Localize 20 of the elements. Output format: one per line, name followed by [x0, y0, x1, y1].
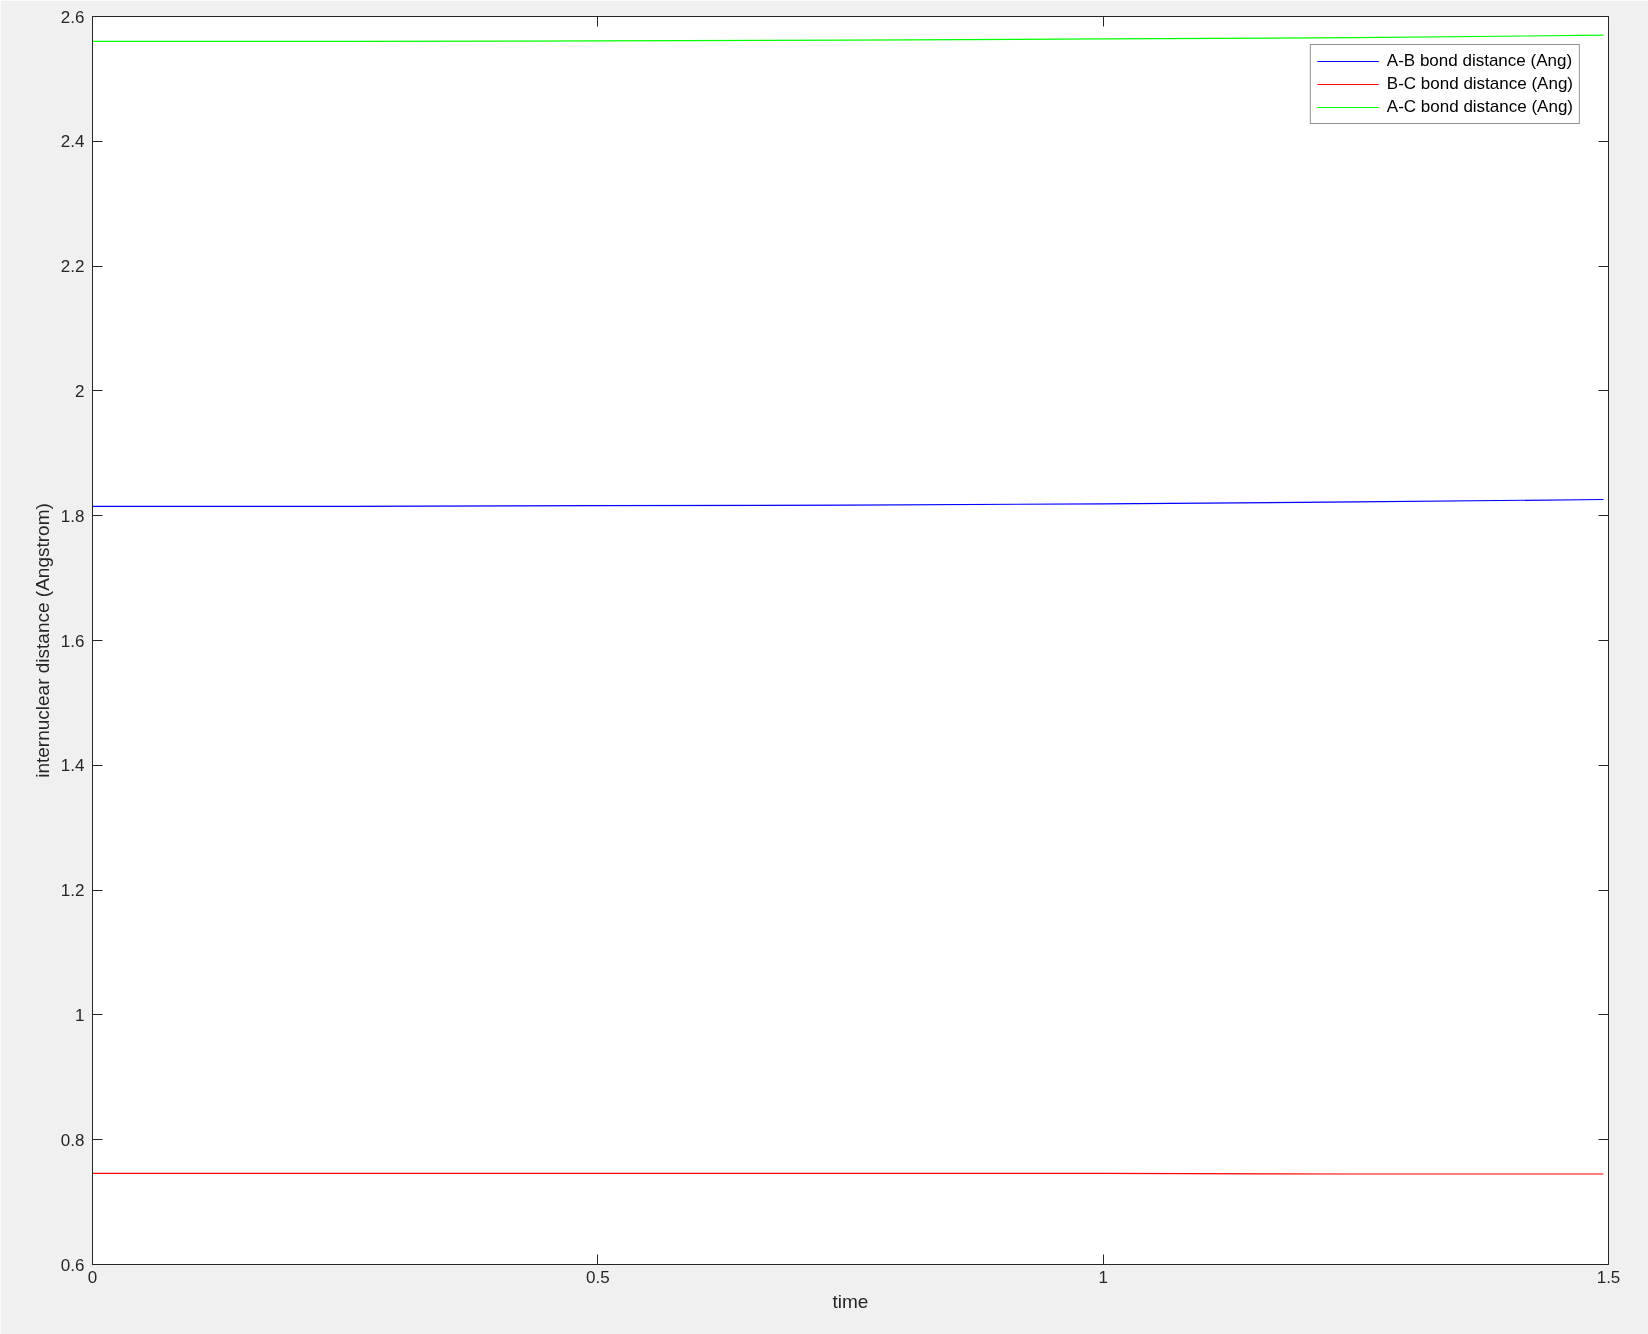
y-tick-label: 0.6	[60, 1255, 85, 1275]
y-axis-title: internuclear distance (Angstrom)	[31, 503, 53, 778]
x-tick-label: 1.5	[1596, 1267, 1621, 1287]
x-tick-label: 0	[87, 1267, 98, 1287]
y-tick-label: 2	[75, 381, 85, 401]
legend-label: A-C bond distance (Ang)	[1386, 97, 1573, 117]
x-tick-label: 1	[1098, 1267, 1108, 1287]
y-tick-label: 2.4	[60, 132, 85, 152]
x-axis-title: time	[832, 1290, 869, 1312]
legend-label: B-C bond distance (Ang)	[1386, 74, 1573, 94]
y-tick-label: 1	[75, 1005, 85, 1025]
y-tick-label: 1.2	[60, 881, 85, 901]
x-tick-label: 0.5	[586, 1267, 610, 1287]
y-tick-label: 0.8	[60, 1130, 85, 1150]
y-tick-label: 1.8	[60, 506, 85, 526]
y-tick-label: 1.6	[60, 631, 85, 651]
legend-label: A-B bond distance (Ang)	[1386, 51, 1573, 71]
y-tick-label: 2.2	[60, 257, 85, 277]
y-tick-label: 2.6	[60, 7, 85, 27]
y-tick-label: 1.4	[60, 756, 85, 776]
